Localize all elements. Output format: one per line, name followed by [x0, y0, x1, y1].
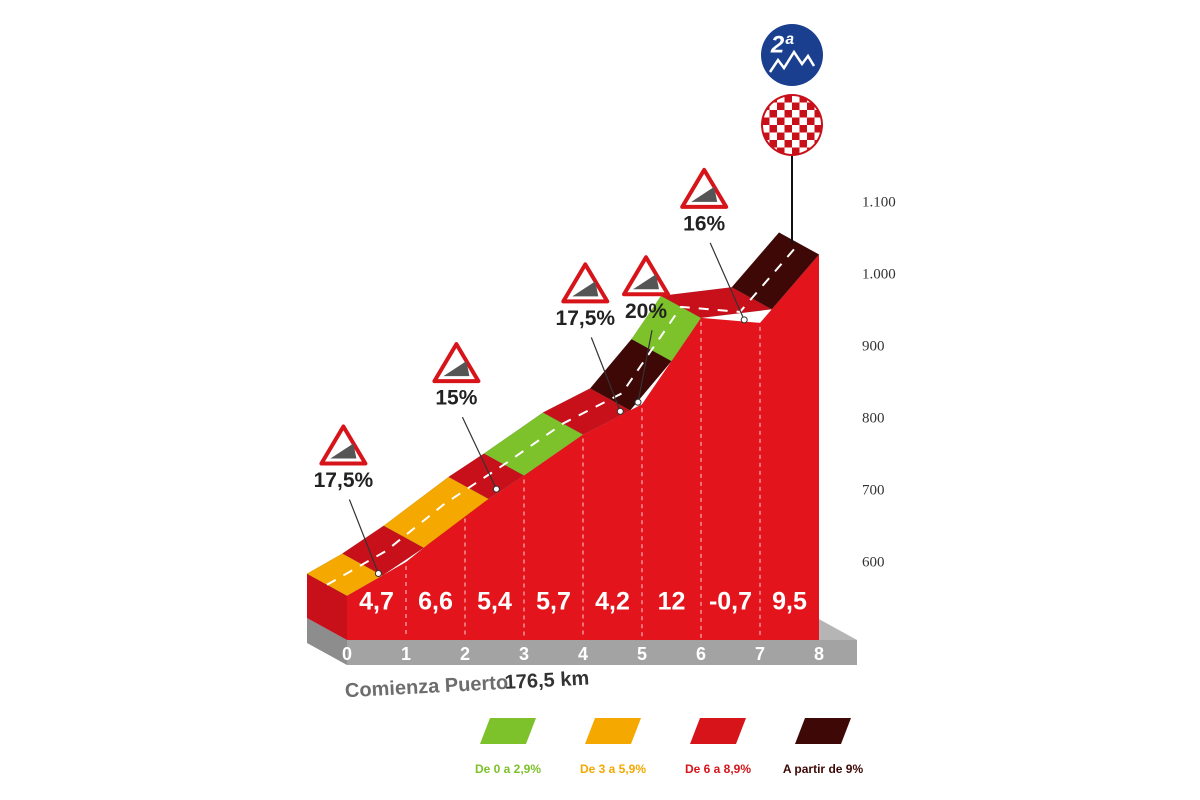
flag-check: [763, 96, 770, 103]
y-tick-label: 1.100: [862, 194, 896, 210]
y-tick-label: 900: [862, 338, 885, 354]
ramp-label: 17,5%: [556, 307, 616, 330]
ramp-label: 16%: [683, 212, 725, 235]
flag-check: [777, 125, 785, 133]
flag-check: [807, 140, 815, 148]
flag-check: [792, 140, 800, 148]
x-tick-label: 5: [637, 644, 647, 664]
ramp-sign-slope: [330, 443, 357, 459]
gradient-label: 9,5: [772, 588, 807, 616]
flag-check: [769, 102, 777, 110]
finish-flag: [761, 94, 823, 156]
base-side: [307, 618, 347, 665]
ramp-leader: [709, 242, 745, 321]
legend-swatch: [690, 718, 746, 744]
legend-label: De 3 a 5,9%: [580, 762, 646, 776]
gradient-label: 5,4: [477, 588, 512, 616]
flag-check: [814, 132, 821, 140]
flag-check: [799, 132, 807, 140]
ramp-point: [492, 485, 500, 493]
ramp-point: [740, 316, 748, 324]
profile-left-wall: [307, 573, 347, 640]
legend-label: De 6 a 8,9%: [685, 762, 751, 776]
profile-band: [465, 475, 524, 640]
flag-check: [784, 132, 792, 140]
ramp-sign-slope: [633, 274, 659, 290]
footer: Comienza Puerto 176,5 km: [344, 668, 589, 703]
flag-check: [777, 96, 785, 103]
flag-check: [777, 110, 785, 118]
profile-band: [642, 317, 701, 640]
badge-label: 2ª: [770, 31, 794, 58]
profile-band: [347, 561, 406, 640]
legend-label: A partir de 9%: [783, 762, 864, 776]
ramp-leader: [637, 330, 653, 403]
ramp-leader: [348, 499, 379, 574]
ramp-sign-slope: [572, 281, 599, 297]
ramp-point: [374, 569, 382, 577]
legend-label: De 0 a 2,9%: [475, 762, 541, 776]
flag-check: [763, 125, 770, 133]
badge-mountains: [768, 49, 816, 73]
x-tick-label: 0: [342, 644, 352, 664]
profile-band: [760, 254, 819, 640]
flag-check: [814, 147, 821, 154]
y-tick-label: 700: [862, 482, 885, 498]
ramp-label: 20%: [625, 300, 667, 323]
profile-band: [406, 514, 465, 640]
flag-check: [777, 140, 785, 148]
flag-check: [769, 117, 777, 125]
road-centre-line: [326, 242, 800, 586]
flag-check: [807, 125, 815, 133]
flag-check: [784, 102, 792, 110]
flag-check: [799, 117, 807, 125]
ramp-label: 15%: [435, 387, 477, 410]
flag-check: [792, 96, 800, 103]
ramp-leader: [461, 416, 497, 490]
gradient-label: 5,7: [536, 588, 571, 616]
gradient-label: 6,6: [418, 588, 453, 616]
ramp-sign-slope: [443, 361, 470, 377]
gradient-label: 4,7: [359, 588, 394, 616]
gradient-label: 12: [658, 588, 686, 616]
y-tick-label: 1.000: [862, 266, 896, 282]
flag-check: [799, 102, 807, 110]
ramp-point: [634, 398, 642, 406]
ramp-point: [616, 407, 624, 415]
ramp-leader: [590, 337, 621, 412]
flag-check: [814, 117, 821, 125]
flag-check: [792, 125, 800, 133]
y-tick-label: 600: [862, 554, 885, 570]
profile-band: [701, 317, 760, 640]
base-front: [347, 640, 857, 665]
x-tick-label: 1: [401, 644, 411, 664]
start-km: 176,5 km: [504, 668, 590, 694]
x-tick-label: 8: [814, 644, 824, 664]
start-label: Comienza Puerto: [344, 672, 508, 703]
flag-check: [792, 110, 800, 118]
ramp-label: 17,5%: [314, 469, 374, 492]
legend-swatch: [795, 718, 851, 744]
ramp-sign-slope: [691, 186, 718, 202]
x-tick-label: 4: [578, 644, 588, 664]
gradient-label: -0,7: [709, 588, 752, 616]
legend-swatch: [480, 718, 536, 744]
flag-check: [769, 132, 777, 140]
x-tick-label: 7: [755, 644, 765, 664]
profile-band: [524, 434, 583, 640]
flag-check: [784, 117, 792, 125]
y-tick-label: 800: [862, 410, 885, 426]
flag-check: [807, 110, 815, 118]
flag-check: [763, 110, 770, 118]
flag-check: [799, 147, 807, 154]
gradient-label: 4,2: [595, 588, 630, 616]
flag-check: [784, 147, 792, 154]
profile-band: [583, 404, 642, 640]
x-tick-label: 6: [696, 644, 706, 664]
x-tick-label: 2: [460, 644, 470, 664]
x-tick-label: 3: [519, 644, 529, 664]
legend-swatch: [585, 718, 641, 744]
